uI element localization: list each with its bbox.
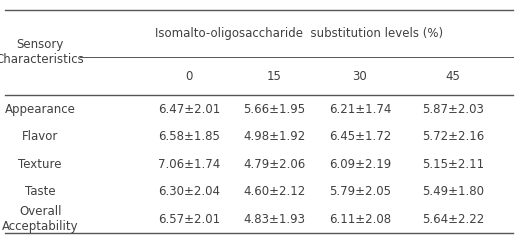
Text: 5.72±2.16: 5.72±2.16 bbox=[422, 130, 484, 143]
Text: 30: 30 bbox=[353, 70, 367, 83]
Text: 6.57±2.01: 6.57±2.01 bbox=[158, 213, 220, 226]
Text: 5.79±2.05: 5.79±2.05 bbox=[329, 185, 391, 198]
Text: 4.98±1.92: 4.98±1.92 bbox=[243, 130, 306, 143]
Text: 0: 0 bbox=[185, 70, 193, 83]
Text: Texture: Texture bbox=[19, 158, 62, 171]
Text: 6.21±1.74: 6.21±1.74 bbox=[329, 103, 391, 115]
Text: 6.11±2.08: 6.11±2.08 bbox=[329, 213, 391, 226]
Text: 5.87±2.03: 5.87±2.03 bbox=[422, 103, 484, 115]
Text: Overall
Acceptability: Overall Acceptability bbox=[2, 205, 78, 233]
Text: 5.49±1.80: 5.49±1.80 bbox=[422, 185, 484, 198]
Text: 4.60±2.12: 4.60±2.12 bbox=[243, 185, 306, 198]
Text: Isomalto-oligosaccharide  substitution levels (%): Isomalto-oligosaccharide substitution le… bbox=[155, 27, 443, 40]
Text: 5.15±2.11: 5.15±2.11 bbox=[422, 158, 484, 171]
Text: Taste: Taste bbox=[25, 185, 55, 198]
Text: Appearance: Appearance bbox=[5, 103, 76, 115]
Text: Sensory
Characteristics: Sensory Characteristics bbox=[0, 38, 84, 66]
Text: 6.58±1.85: 6.58±1.85 bbox=[158, 130, 220, 143]
Text: 6.09±2.19: 6.09±2.19 bbox=[329, 158, 391, 171]
Text: 4.83±1.93: 4.83±1.93 bbox=[243, 213, 306, 226]
Text: 6.45±1.72: 6.45±1.72 bbox=[329, 130, 391, 143]
Text: 4.79±2.06: 4.79±2.06 bbox=[243, 158, 306, 171]
Text: Flavor: Flavor bbox=[22, 130, 59, 143]
Text: 15: 15 bbox=[267, 70, 282, 83]
Text: 5.66±1.95: 5.66±1.95 bbox=[243, 103, 306, 115]
Text: 7.06±1.74: 7.06±1.74 bbox=[158, 158, 220, 171]
Text: 45: 45 bbox=[446, 70, 461, 83]
Text: 6.47±2.01: 6.47±2.01 bbox=[158, 103, 220, 115]
Text: 5.64±2.22: 5.64±2.22 bbox=[422, 213, 484, 226]
Text: 6.30±2.04: 6.30±2.04 bbox=[158, 185, 220, 198]
